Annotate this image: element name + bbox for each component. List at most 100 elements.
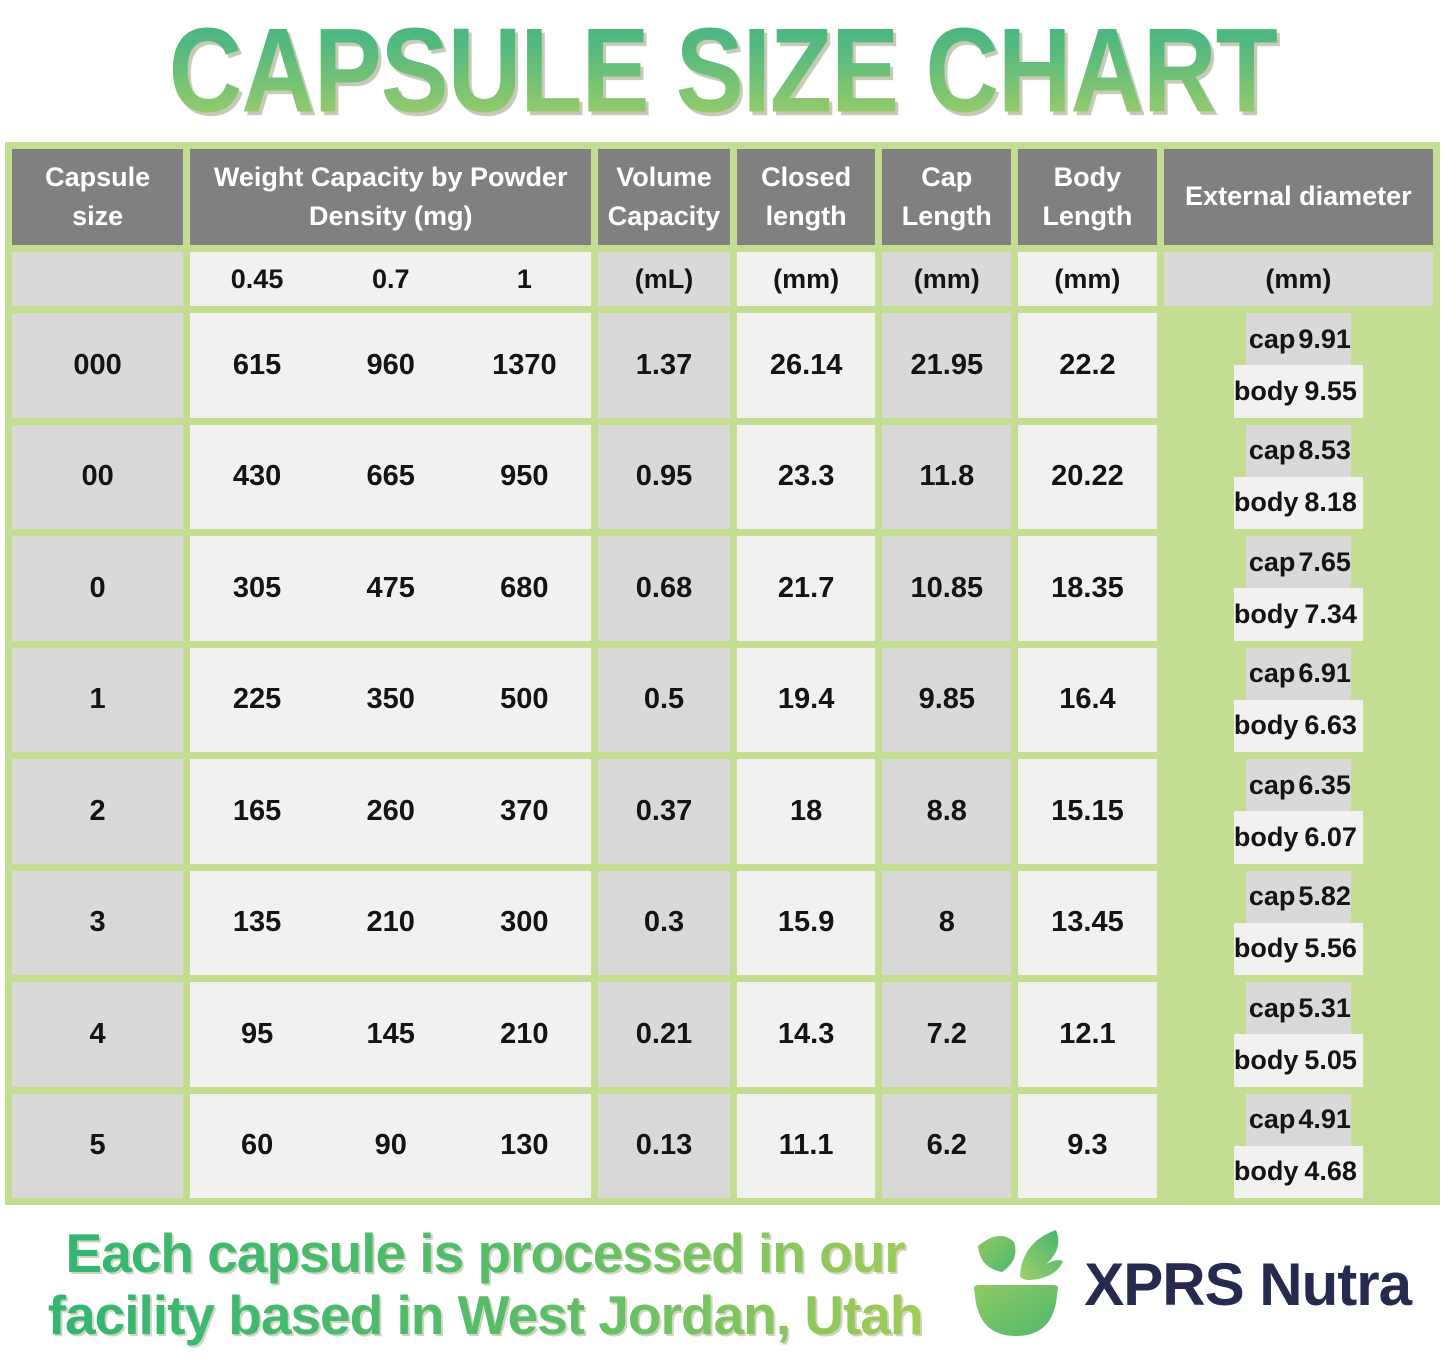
- cell-weight-045: 165: [232, 794, 282, 827]
- external-cap-label: cap: [1248, 435, 1296, 466]
- external-cap-row: cap 5.31: [1245, 982, 1351, 1035]
- cell-weight-045: 95: [240, 1017, 274, 1050]
- col-header-volume-capacity: Volume Capacity: [598, 149, 730, 245]
- density-1: 1: [516, 263, 532, 294]
- external-body-value: 8.18: [1304, 487, 1357, 518]
- density-07: 0.7: [371, 263, 410, 294]
- cell-body-length: 22.2: [1018, 313, 1157, 418]
- external-cap-value: 8.53: [1298, 435, 1351, 466]
- cell-capsule-size: 0: [12, 536, 184, 641]
- external-body-label: body: [1233, 933, 1299, 964]
- cell-weight-07: 665: [366, 460, 415, 493]
- cell-external-diameter: cap 8.53 body 8.18: [1164, 424, 1433, 529]
- subheader-closed-unit: (mm): [736, 252, 876, 306]
- external-body-value: 6.63: [1304, 710, 1357, 741]
- cell-volume-capacity: 0.37: [598, 759, 730, 864]
- cell-weight-07: 960: [366, 348, 415, 381]
- cell-weight-1: 210: [500, 1017, 549, 1050]
- external-cap-label: cap: [1248, 1104, 1296, 1135]
- cell-weight-capacities: 165 260 370: [190, 759, 592, 864]
- tagline-line-2: facility based in West Jordan, Utah: [47, 1283, 923, 1346]
- external-cap-value: 6.35: [1298, 769, 1351, 800]
- cell-weight-07: 210: [366, 906, 415, 939]
- cell-weight-045: 135: [232, 906, 282, 939]
- cell-capsule-size: 000: [12, 313, 184, 418]
- density-045: 0.45: [230, 263, 284, 294]
- mortar-leaves-icon: [964, 1224, 1068, 1345]
- cell-volume-capacity: 0.95: [598, 424, 730, 529]
- cell-cap-length: 11.8: [882, 424, 1012, 529]
- col-header-external-diameter: External diameter: [1163, 149, 1433, 245]
- subheader-cap-unit: (mm): [882, 252, 1012, 306]
- cell-cap-length: 21.95: [882, 313, 1012, 418]
- external-cap-row: cap 6.91: [1245, 647, 1351, 700]
- col-header-weight-capacity: Weight Capacity by Powder Density (mg): [190, 149, 592, 245]
- external-body-row: body 7.34: [1233, 588, 1363, 641]
- cell-external-diameter: cap 4.91 body 4.68: [1164, 1093, 1433, 1198]
- external-cap-row: cap 5.82: [1245, 870, 1351, 923]
- brand-name: XPRS Nutra: [1084, 1251, 1412, 1319]
- subheader-capsule-size-empty: [12, 252, 184, 306]
- cell-cap-length: 9.85: [882, 647, 1012, 752]
- cell-weight-1: 680: [500, 571, 549, 604]
- cell-weight-07: 350: [366, 683, 415, 716]
- cell-volume-capacity: 0.3: [598, 870, 730, 975]
- cell-cap-length: 10.85: [882, 536, 1012, 641]
- cell-weight-capacities: 430 665 950: [190, 424, 592, 529]
- cell-volume-capacity: 0.5: [598, 647, 730, 752]
- external-cap-value: 6.91: [1298, 658, 1351, 689]
- cell-weight-045: 305: [232, 571, 282, 604]
- cell-cap-length: 8.8: [882, 759, 1012, 864]
- footer-tagline: Each capsule is processed in our facilit…: [6, 1223, 964, 1346]
- footer: Each capsule is processed in our facilit…: [0, 1205, 1445, 1356]
- cell-capsule-size: 5: [12, 1093, 184, 1198]
- cell-body-length: 13.45: [1018, 870, 1157, 975]
- col-header-capsule-size: Capsule size: [12, 149, 184, 245]
- cell-weight-045: 430: [232, 460, 282, 493]
- external-cap-label: cap: [1248, 992, 1296, 1023]
- cell-body-length: 18.35: [1018, 536, 1157, 641]
- cell-closed-length: 18: [736, 759, 876, 864]
- cell-capsule-size: 2: [12, 759, 184, 864]
- external-body-value: 4.68: [1304, 1156, 1357, 1187]
- cell-capsule-size: 1: [12, 647, 184, 752]
- external-cap-row: cap 7.65: [1245, 536, 1351, 589]
- cell-weight-1: 1370: [492, 348, 557, 381]
- cell-external-diameter: cap 5.31 body 5.05: [1164, 982, 1433, 1087]
- cell-weight-1: 500: [500, 683, 549, 716]
- cell-volume-capacity: 0.68: [598, 536, 730, 641]
- cell-body-length: 15.15: [1018, 759, 1157, 864]
- cell-weight-045: 60: [240, 1129, 274, 1162]
- cell-body-length: 16.4: [1018, 647, 1157, 752]
- cell-weight-1: 950: [500, 460, 549, 493]
- cell-capsule-size: 00: [12, 424, 184, 529]
- cell-closed-length: 23.3: [736, 424, 876, 529]
- xprs-nutra-logo: XPRS Nutra: [964, 1224, 1417, 1345]
- external-body-row: body 9.55: [1233, 365, 1363, 418]
- external-body-label: body: [1233, 1044, 1299, 1075]
- cell-weight-capacities: 225 350 500: [190, 647, 592, 752]
- cell-capsule-size: 4: [12, 982, 184, 1087]
- external-body-value: 7.34: [1304, 598, 1357, 629]
- subheader-volume-unit: (mL): [598, 252, 730, 306]
- cell-cap-length: 6.2: [882, 1093, 1012, 1198]
- external-cap-value: 9.91: [1298, 323, 1351, 354]
- external-body-label: body: [1233, 598, 1299, 629]
- external-body-row: body 8.18: [1233, 476, 1363, 529]
- cell-closed-length: 21.7: [736, 536, 876, 641]
- external-cap-row: cap 9.91: [1245, 313, 1351, 366]
- cell-external-diameter: cap 5.82 body 5.56: [1164, 870, 1433, 975]
- cell-weight-capacities: 615 960 1370: [190, 313, 592, 418]
- col-header-body-length: Body Length: [1018, 149, 1157, 245]
- external-cap-value: 4.91: [1298, 1104, 1351, 1135]
- cell-volume-capacity: 1.37: [598, 313, 730, 418]
- external-body-row: body 5.56: [1233, 922, 1363, 975]
- cell-closed-length: 15.9: [736, 870, 876, 975]
- external-body-value: 5.05: [1304, 1044, 1357, 1075]
- external-cap-label: cap: [1248, 323, 1296, 354]
- cell-weight-07: 145: [366, 1017, 415, 1050]
- external-body-row: body 4.68: [1233, 1145, 1363, 1198]
- subheader-densities: 0.45 0.7 1: [190, 252, 592, 306]
- cell-capsule-size: 3: [12, 870, 184, 975]
- cell-weight-1: 300: [500, 906, 549, 939]
